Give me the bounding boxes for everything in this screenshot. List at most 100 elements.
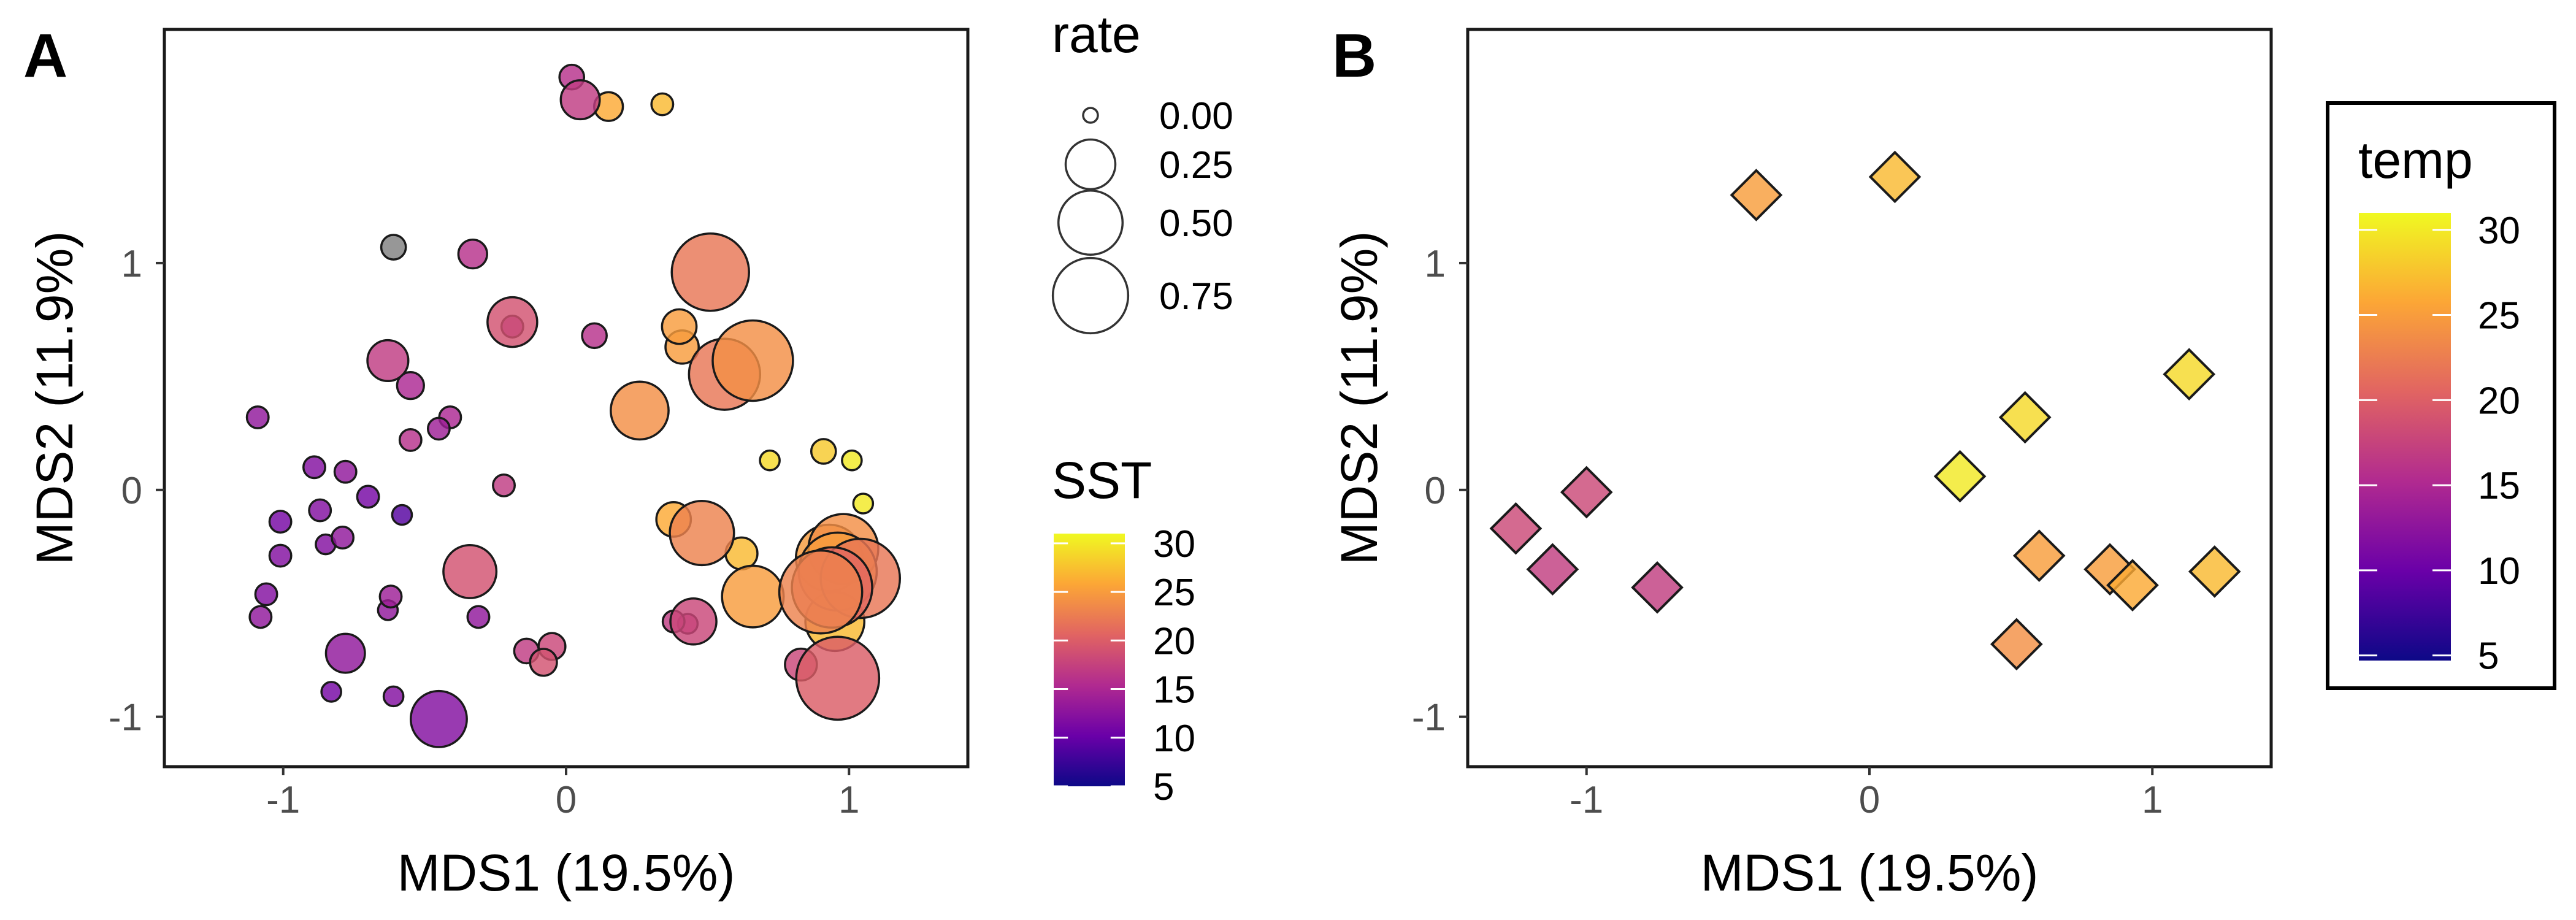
data-point <box>457 238 488 270</box>
data-point <box>669 500 735 567</box>
data-point <box>1990 618 2043 671</box>
rate-legend-label: 0.75 <box>1159 275 1233 318</box>
x-axis-ticks-b: -1 0 1 <box>1570 767 2163 821</box>
plot-frame-b <box>1466 28 2273 769</box>
x-tick-label: 1 <box>2142 779 2163 821</box>
data-point <box>669 597 718 646</box>
data-point <box>795 635 881 721</box>
x-tick-label: 1 <box>838 779 859 821</box>
panel-tag-b: B <box>1332 21 1376 90</box>
y-tick-label: 0 <box>1425 470 1446 512</box>
rate-legend-key <box>1082 107 1099 124</box>
data-point <box>670 232 750 312</box>
data-point <box>559 79 601 121</box>
rate-legend-label: 0.00 <box>1159 95 1233 137</box>
data-point <box>268 510 293 534</box>
data-point <box>1631 561 1684 614</box>
data-point <box>308 498 332 523</box>
y-axis-ticks-b: -1 0 1 <box>1412 243 1468 739</box>
colorbar-label: 25 <box>2478 295 2520 337</box>
data-point <box>2012 529 2066 582</box>
colorbar-label: 25 <box>1153 572 1195 614</box>
data-point <box>245 405 270 429</box>
panel-a: A -1 0 1 -1 0 1 MDS1 (19.5%) MDS2 (11.9%) <box>23 21 970 902</box>
data-point <box>409 689 468 748</box>
data-point <box>486 296 539 348</box>
data-point <box>610 380 670 441</box>
sst-colorbar <box>1054 534 1125 786</box>
y-tick-label: -1 <box>1412 697 1446 739</box>
temp-colorbar-ticks: 5 10 15 20 25 30 <box>2359 210 2520 678</box>
data-point <box>331 526 355 550</box>
data-point <box>320 681 342 703</box>
x-axis-title-a: MDS1 (19.5%) <box>397 844 735 902</box>
data-point <box>356 485 380 509</box>
colorbar-label: 20 <box>2478 380 2520 422</box>
colorbar-label: 5 <box>1153 766 1174 808</box>
data-point <box>333 459 358 484</box>
data-point <box>492 473 516 497</box>
data-point <box>324 632 366 674</box>
data-point <box>650 92 675 117</box>
rate-legend-keys: 0.00 0.25 0.50 0.75 <box>1051 95 1233 335</box>
rate-legend-key <box>1051 256 1130 335</box>
temp-colorbar <box>2359 213 2451 661</box>
data-point <box>382 685 405 708</box>
data-point <box>852 493 875 515</box>
data-point <box>1730 169 1783 221</box>
rate-legend-title: rate <box>1052 6 1141 63</box>
x-tick-label: -1 <box>266 779 300 821</box>
data-point <box>529 648 558 677</box>
data-point <box>1560 466 1613 519</box>
data-point <box>2188 545 2241 598</box>
sst-legend: SST 5 10 15 20 25 30 <box>1052 451 1195 808</box>
data-point <box>711 319 794 402</box>
data-point <box>466 605 491 629</box>
rate-legend-label: 0.50 <box>1159 202 1233 245</box>
y-axis-title-b: MDS2 (11.9%) <box>1330 231 1388 565</box>
data-point <box>378 585 403 609</box>
x-tick-label: -1 <box>1570 779 1603 821</box>
temp-legend-title: temp <box>2358 131 2473 189</box>
data-point <box>396 371 425 401</box>
data-point <box>2163 348 2216 401</box>
y-tick-label: 1 <box>121 243 142 285</box>
data-point <box>661 308 698 345</box>
temp-legend: temp 5 10 15 20 25 30 <box>2326 101 2556 690</box>
data-point <box>366 339 410 383</box>
colorbar-label: 15 <box>1153 669 1195 711</box>
scatter-points-a <box>245 63 902 748</box>
rate-legend-key <box>1057 189 1124 256</box>
colorbar-label: 10 <box>2478 550 2520 592</box>
data-point <box>2106 559 2159 611</box>
data-point <box>426 416 451 441</box>
x-tick-label: 0 <box>556 779 577 821</box>
colorbar-label: 20 <box>1153 620 1195 662</box>
panel-tag-a: A <box>23 21 67 90</box>
sst-colorbar-ticks: 5 10 15 20 25 30 <box>1054 523 1195 808</box>
y-tick-label: 0 <box>121 470 142 512</box>
data-point <box>810 438 837 465</box>
data-point <box>721 564 785 629</box>
colorbar-label: 30 <box>1153 523 1195 565</box>
data-point <box>581 322 608 350</box>
data-point <box>778 549 864 635</box>
data-point <box>1933 450 1987 503</box>
y-axis-title-a: MDS2 (11.9%) <box>26 231 83 565</box>
x-tick-label: 0 <box>1859 779 1880 821</box>
sst-legend-title: SST <box>1052 451 1152 509</box>
data-point <box>398 427 423 452</box>
rate-legend: rate 0.00 0.25 0.50 0.75 <box>1051 6 1233 335</box>
data-point <box>254 582 278 607</box>
scatter-points-b <box>1489 150 2241 671</box>
y-tick-label: -1 <box>109 697 142 739</box>
colorbar-label: 10 <box>1153 718 1195 760</box>
colorbar-label: 15 <box>2478 465 2520 507</box>
data-point <box>1868 150 1922 204</box>
data-point <box>1489 502 1543 555</box>
data-point <box>248 605 273 629</box>
data-point <box>380 234 407 261</box>
y-axis-ticks-a: -1 0 1 <box>109 243 164 739</box>
rate-legend-label: 0.25 <box>1159 144 1233 186</box>
data-point <box>268 543 293 568</box>
